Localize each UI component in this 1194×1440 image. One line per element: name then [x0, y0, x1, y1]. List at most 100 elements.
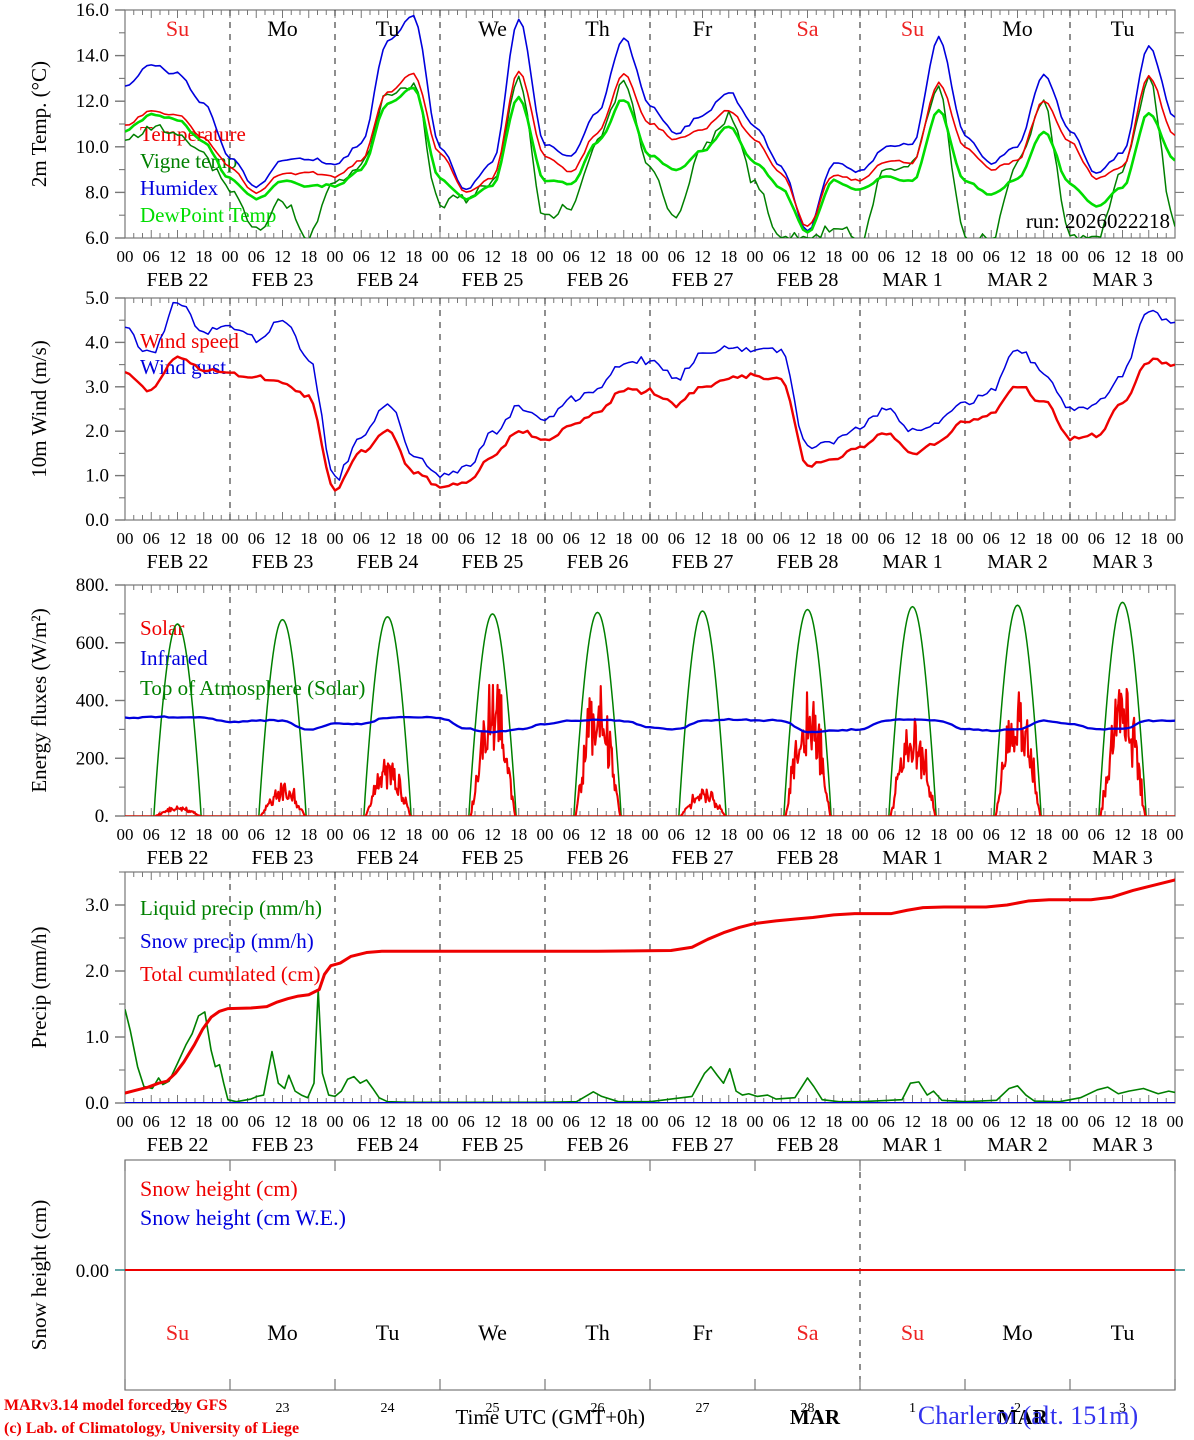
- x-hour-label: 06: [143, 529, 160, 548]
- x-hour-label: 12: [1009, 247, 1026, 266]
- x-hour-label: 00: [432, 1112, 449, 1131]
- x-hour-label: 00: [327, 825, 344, 844]
- x-hour-label: 12: [694, 825, 711, 844]
- x-hour-label: 18: [1140, 825, 1157, 844]
- x-hour-label: 12: [484, 825, 501, 844]
- x-day-label: FEB 28: [777, 847, 839, 869]
- x-hour-label: 06: [563, 529, 580, 548]
- x-day-label: FEB 27: [672, 551, 734, 573]
- x-hour-label: 18: [1035, 825, 1052, 844]
- x-day-label: MAR 1: [882, 551, 943, 573]
- x-hour-label: 00: [537, 1112, 554, 1131]
- x-day-label: FEB 26: [567, 847, 629, 869]
- x-hour-label: 00: [957, 529, 974, 548]
- y-tick-label: 3.0: [85, 895, 109, 916]
- legend-label: Snow height (cm W.E.): [140, 1205, 346, 1230]
- x-hour-label: 18: [510, 529, 527, 548]
- x-day-number: 3: [1119, 1401, 1126, 1416]
- y-axis-title: 10m Wind (m/s): [27, 340, 51, 478]
- y-tick-label: 2.0: [85, 961, 109, 982]
- x-hour-label: 00: [117, 529, 134, 548]
- x-day-label: MAR 3: [1092, 847, 1153, 869]
- x-hour-label: 00: [1062, 825, 1079, 844]
- x-day-number: 28: [801, 1401, 815, 1416]
- x-day-label: MAR 1: [882, 1134, 943, 1156]
- x-day-label: MAR 1: [882, 269, 943, 291]
- x-hour-label: 18: [510, 1112, 527, 1131]
- panel-wind: 0.0 1.0 2.0 3.0 4.0 5.0 10m Wind (m/s) Wind spe…: [27, 288, 1184, 531]
- x-hour-label: 00: [747, 825, 764, 844]
- x-hour-label: 00: [957, 1112, 974, 1131]
- x-hour-label: 00: [117, 825, 134, 844]
- x-hour-label: 00: [957, 825, 974, 844]
- x-hour-label: 00: [432, 247, 449, 266]
- x-hour-label: 06: [353, 247, 370, 266]
- x-day-label: FEB 23: [252, 551, 314, 573]
- x-hour-label: 18: [1035, 1112, 1052, 1131]
- x-day-number: 22: [171, 1401, 185, 1416]
- legend-label: Infrared: [140, 646, 208, 670]
- x-hour-label: 00: [117, 1112, 134, 1131]
- x-hour-label: 00: [852, 1112, 869, 1131]
- x-hour-label: 18: [195, 247, 212, 266]
- x-hour-label: 18: [930, 825, 947, 844]
- weekday-label: Th: [585, 16, 609, 41]
- x-hour-label: 06: [878, 529, 895, 548]
- y-tick-label: 1.0: [85, 1027, 109, 1048]
- tick-marks: [124, 298, 1176, 520]
- x-hour-label: 18: [510, 247, 527, 266]
- x-hour-label: 18: [825, 1112, 842, 1131]
- y-axis-title: 2m Temp. (°C): [27, 61, 51, 187]
- x-hour-label: 12: [484, 529, 501, 548]
- x-day-label: MAR 3: [1092, 1134, 1153, 1156]
- x-hour-label: 06: [353, 825, 370, 844]
- x-hour-label: 18: [825, 247, 842, 266]
- series-wind-speed: [125, 355, 1175, 492]
- y-tick-label: 200.: [76, 748, 109, 769]
- temperature-curves: [125, 14, 1175, 238]
- weekday-label: Su: [166, 1320, 189, 1345]
- x-day-label: FEB 24: [357, 269, 419, 291]
- x-day-label: FEB 28: [777, 551, 839, 573]
- x-hour-label: 00: [747, 247, 764, 266]
- x-hour-label: 18: [405, 1112, 422, 1131]
- series-total-cumulated: [125, 878, 1175, 1095]
- x-hour-label: 12: [274, 529, 291, 548]
- weekday-label: Tu: [1111, 16, 1135, 41]
- series-infrared: [125, 715, 1175, 734]
- x-hour-label: 06: [143, 825, 160, 844]
- x-hour-label: 18: [825, 825, 842, 844]
- x-hour-label: 00: [327, 247, 344, 266]
- weekday-label: Mo: [267, 16, 298, 41]
- y-tick-label: 12.0: [76, 91, 109, 112]
- x-hour-label: 12: [589, 247, 606, 266]
- y-tick-label: 0.0: [85, 510, 109, 531]
- x-hour-label: 18: [405, 529, 422, 548]
- legend-label: Snow precip (mm/h): [140, 929, 314, 953]
- x-hour-label: 12: [589, 529, 606, 548]
- x-day-label: MAR 2: [987, 551, 1048, 573]
- y-tick-label: 5.0: [85, 288, 109, 309]
- y-tick-label: 14.0: [76, 46, 109, 67]
- credit-line-2: (c) Lab. of Climatology, University of L…: [4, 1420, 299, 1437]
- weekday-label: Sa: [797, 1320, 819, 1345]
- x-hour-label: 12: [904, 1112, 921, 1131]
- y-axis-title: Precip (mm/h): [27, 927, 51, 1049]
- weekday-label: Fr: [693, 16, 713, 41]
- x-hour-label: 12: [799, 1112, 816, 1131]
- x-hour-label: 18: [195, 1112, 212, 1131]
- x-hour-label: 00: [327, 529, 344, 548]
- y-tick-label: 1.0: [85, 466, 109, 487]
- series-wind-gust: [125, 301, 1175, 481]
- x-day-label: FEB 28: [777, 1134, 839, 1156]
- x-hour-label: 00: [222, 247, 239, 266]
- x-hour-label: 18: [195, 529, 212, 548]
- x-hour-label: 12: [694, 1112, 711, 1131]
- legend-label: DewPoint Temp: [140, 203, 276, 227]
- x-day-label: MAR 2: [987, 847, 1048, 869]
- legend-label: Total cumulated (cm): [140, 962, 320, 986]
- legend-label: Humidex: [140, 176, 219, 200]
- x-hour-label: 18: [510, 825, 527, 844]
- x-hour-label: 00: [852, 529, 869, 548]
